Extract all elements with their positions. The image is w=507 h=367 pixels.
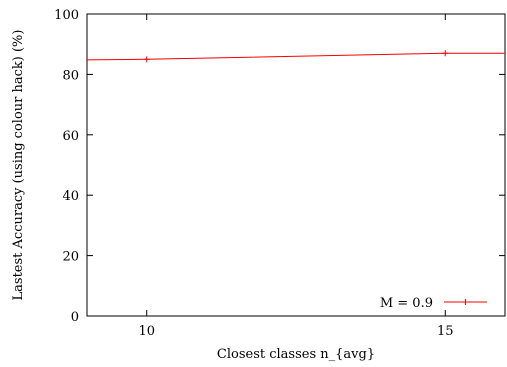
legend-marker	[462, 299, 469, 305]
plot-frame	[86, 13, 506, 317]
y-tick-label: 20	[62, 250, 79, 265]
data-point-marker	[442, 50, 449, 57]
legend: M = 0.9	[380, 296, 487, 311]
x-tick-label: 15	[437, 324, 454, 339]
y-axis-label: Lastest Accuracy (using colour hack) (%)	[11, 30, 26, 301]
legend-label: M = 0.9	[380, 296, 433, 311]
series-layer	[86, 50, 505, 63]
series-line	[86, 52, 505, 61]
y-tick-label: 60	[62, 129, 79, 144]
data-point-marker	[143, 56, 150, 63]
y-tick-label: 80	[62, 68, 79, 83]
y-axis-ticks: 0 20 40 60 80 100	[54, 8, 505, 325]
x-axis-label: Closest classes n_{avg}	[217, 347, 375, 362]
x-tick-label: 10	[138, 324, 155, 339]
y-tick-label: 40	[62, 189, 79, 204]
y-tick-label: 0	[71, 310, 79, 325]
y-tick-label: 100	[54, 8, 79, 23]
x-axis-ticks: 10 15	[138, 14, 454, 339]
